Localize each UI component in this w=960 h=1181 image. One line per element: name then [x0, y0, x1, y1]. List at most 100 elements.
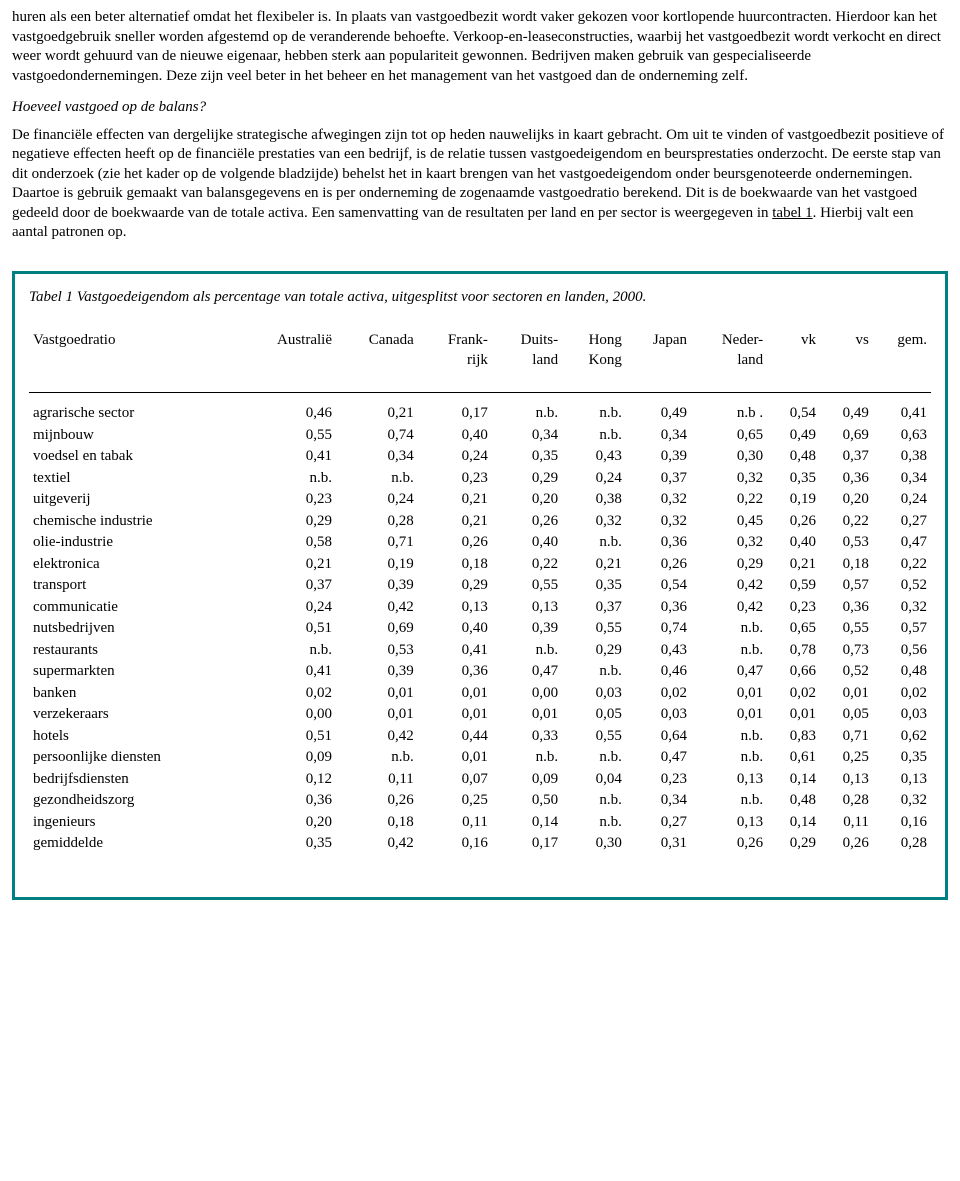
row-label: restaurants	[29, 640, 239, 662]
row-label: ingenieurs	[29, 812, 239, 834]
cell-value: 0,83	[767, 726, 820, 748]
cell-value: 0,55	[820, 618, 873, 640]
row-label: transport	[29, 575, 239, 597]
cell-value: 0,01	[691, 704, 767, 726]
table-row: ingenieurs0,200,180,110,14n.b.0,270,130,…	[29, 812, 931, 834]
cell-value: 0,39	[336, 661, 418, 683]
table-row: mijnbouw0,550,740,400,34n.b.0,340,650,49…	[29, 425, 931, 447]
cell-value: 0,26	[767, 511, 820, 533]
cell-value: 0,32	[691, 532, 767, 554]
cell-value: 0,23	[239, 489, 336, 511]
cell-value: n.b.	[691, 790, 767, 812]
cell-value: 0,19	[336, 554, 418, 576]
cell-value: 0,02	[626, 683, 691, 705]
cell-value: 0,07	[418, 769, 492, 791]
cell-value: n.b.	[691, 726, 767, 748]
cell-value: 0,13	[691, 769, 767, 791]
row-label: supermarkten	[29, 661, 239, 683]
cell-value: 0,50	[492, 790, 562, 812]
cell-value: 0,21	[418, 489, 492, 511]
table-row: olie-industrie0,580,710,260,40n.b.0,360,…	[29, 532, 931, 554]
table-row: transport0,370,390,290,550,350,540,420,5…	[29, 575, 931, 597]
cell-value: n.b.	[492, 640, 562, 662]
cell-value: 0,36	[626, 597, 691, 619]
cell-value: 0,17	[418, 403, 492, 425]
table-row: gezondheidszorg0,360,260,250,50n.b.0,34n…	[29, 790, 931, 812]
cell-value: 0,18	[418, 554, 492, 576]
cell-value: 0,01	[418, 683, 492, 705]
col-header-ca: Canada	[336, 329, 418, 388]
cell-value: n.b.	[336, 747, 418, 769]
cell-value: 0,01	[767, 704, 820, 726]
cell-value: 0,25	[418, 790, 492, 812]
row-label: textiel	[29, 468, 239, 490]
cell-value: 0,32	[626, 511, 691, 533]
cell-value: 0,46	[626, 661, 691, 683]
table-row: chemische industrie0,290,280,210,260,320…	[29, 511, 931, 533]
cell-value: 0,78	[767, 640, 820, 662]
cell-value: 0,30	[562, 833, 626, 855]
cell-value: 0,56	[873, 640, 931, 662]
cell-value: n.b.	[562, 661, 626, 683]
cell-value: n.b.	[239, 468, 336, 490]
cell-value: 0,74	[626, 618, 691, 640]
cell-value: 0,37	[562, 597, 626, 619]
cell-value: 0,53	[336, 640, 418, 662]
col-header-jp: Japan	[626, 329, 691, 388]
cell-value: n.b.	[239, 640, 336, 662]
cell-value: 0,55	[239, 425, 336, 447]
cell-value: 0,64	[626, 726, 691, 748]
cell-value: 0,22	[691, 489, 767, 511]
cell-value: 0,27	[626, 812, 691, 834]
cell-value: 0,55	[492, 575, 562, 597]
row-label: bedrijfsdiensten	[29, 769, 239, 791]
cell-value: 0,32	[873, 597, 931, 619]
cell-value: 0,53	[820, 532, 873, 554]
row-label: uitgeverij	[29, 489, 239, 511]
row-label: elektronica	[29, 554, 239, 576]
cell-value: 0,61	[767, 747, 820, 769]
cell-value: 0,09	[239, 747, 336, 769]
cell-value: 0,23	[767, 597, 820, 619]
cell-value: 0,28	[336, 511, 418, 533]
cell-value: 0,46	[239, 403, 336, 425]
data-table: Vastgoedratio Australië Canada Frank-rij…	[29, 329, 931, 883]
cell-value: 0,36	[820, 597, 873, 619]
cell-value: 0,40	[492, 532, 562, 554]
cell-value: 0,65	[767, 618, 820, 640]
row-label: communicatie	[29, 597, 239, 619]
col-header-au: Australië	[239, 329, 336, 388]
cell-value: 0,47	[626, 747, 691, 769]
cell-value: n.b.	[562, 747, 626, 769]
cell-value: 0,27	[873, 511, 931, 533]
cell-value: 0,24	[562, 468, 626, 490]
cell-value: 0,38	[873, 446, 931, 468]
cell-value: 0,36	[239, 790, 336, 812]
cell-value: 0,02	[239, 683, 336, 705]
table-row: restaurantsn.b.0,530,41n.b.0,290,43n.b.0…	[29, 640, 931, 662]
section-heading: Hoeveel vastgoed op de balans?	[12, 98, 948, 118]
cell-value: 0,73	[820, 640, 873, 662]
cell-value: 0,54	[767, 403, 820, 425]
row-label: voedsel en tabak	[29, 446, 239, 468]
cell-value: n.b.	[691, 618, 767, 640]
row-label: hotels	[29, 726, 239, 748]
cell-value: 0,01	[418, 704, 492, 726]
cell-value: 0,41	[239, 446, 336, 468]
cell-value: 0,39	[492, 618, 562, 640]
table-row: persoonlijke diensten0,09n.b.0,01n.b.n.b…	[29, 747, 931, 769]
cell-value: 0,57	[873, 618, 931, 640]
cell-value: 0,24	[336, 489, 418, 511]
cell-value: 0,40	[418, 618, 492, 640]
cell-value: 0,74	[336, 425, 418, 447]
cell-value: 0,34	[336, 446, 418, 468]
col-header-fr: Frank-rijk	[418, 329, 492, 388]
cell-value: 0,00	[239, 704, 336, 726]
row-label: gezondheidszorg	[29, 790, 239, 812]
cell-value: 0,35	[492, 446, 562, 468]
table-row: gemiddelde0,350,420,160,170,300,310,260,…	[29, 833, 931, 855]
cell-value: 0,22	[873, 554, 931, 576]
cell-value: 0,39	[336, 575, 418, 597]
table-header-row: Vastgoedratio Australië Canada Frank-rij…	[29, 329, 931, 388]
table-reference-link[interactable]: tabel 1	[772, 205, 812, 221]
